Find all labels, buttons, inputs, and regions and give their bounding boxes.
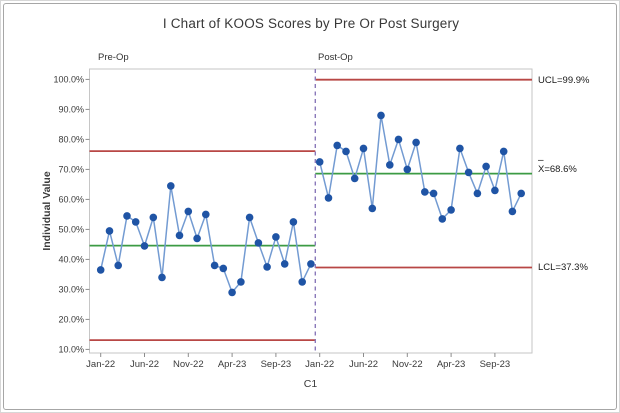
- data-point: [359, 144, 368, 153]
- data-point: [298, 278, 307, 286]
- x-tick-label: Jan-22: [305, 359, 334, 370]
- y-tick-label: 50.0%: [58, 224, 84, 234]
- data-point: [219, 264, 228, 273]
- data-point: [394, 135, 403, 144]
- data-point: [158, 273, 166, 282]
- data-point: [175, 231, 184, 240]
- data-point: [333, 141, 342, 150]
- chart-title: I Chart of KOOS Scores by Pre Or Post Su…: [162, 16, 460, 31]
- series-line: [99, 185, 312, 294]
- data-point: [438, 215, 447, 223]
- data-point: [96, 266, 105, 274]
- xbar-text: X=68.6%: [538, 164, 577, 175]
- data-point: [210, 261, 219, 270]
- data-point: [350, 174, 359, 183]
- data-point: [377, 111, 385, 120]
- data-point: [280, 260, 289, 268]
- data-point: [315, 158, 324, 166]
- data-point: [237, 278, 245, 286]
- x-axis-title: C1: [303, 378, 318, 390]
- data-point: [403, 165, 412, 174]
- stage-label-pre-op: Pre-Op: [98, 52, 129, 63]
- data-point: [491, 186, 499, 195]
- data-point: [114, 261, 122, 270]
- data-point: [447, 206, 455, 214]
- x-tick-label: Apr-23: [218, 359, 247, 370]
- data-point: [245, 213, 254, 222]
- data-point: [464, 168, 473, 177]
- series-line: [318, 114, 522, 220]
- x-tick-label: Jan-22: [86, 359, 115, 370]
- data-point: [342, 147, 350, 156]
- y-tick-label: 20.0%: [58, 314, 84, 324]
- data-point: [184, 207, 193, 216]
- data-point: [412, 138, 420, 147]
- data-point: [289, 218, 298, 226]
- x-tick-label: Sep-23: [261, 359, 292, 370]
- y-tick-label: 70.0%: [58, 164, 84, 174]
- x-tick-label: Jun-22: [349, 359, 378, 370]
- data-point: [123, 212, 131, 220]
- data-point: [473, 189, 482, 198]
- x-tick-label: Sep-23: [480, 359, 511, 370]
- x-tick-label: Nov-22: [392, 359, 423, 370]
- data-point: [105, 227, 114, 235]
- y-tick-label: 90.0%: [58, 104, 84, 114]
- data-point: [307, 260, 315, 268]
- data-point: [131, 218, 140, 226]
- y-tick-label: 60.0%: [58, 194, 84, 204]
- data-point: [508, 207, 517, 216]
- data-point: [254, 239, 263, 247]
- data-point: [368, 204, 377, 213]
- lcl-label: LCL=37.3%: [538, 262, 588, 273]
- data-point: [482, 162, 490, 171]
- x-tick-label: Apr-23: [437, 359, 466, 370]
- data-point: [429, 189, 438, 198]
- data-point: [167, 182, 175, 190]
- data-point: [499, 147, 508, 156]
- data-point: [272, 233, 280, 241]
- data-point: [324, 194, 333, 202]
- y-tick-label: 30.0%: [58, 284, 84, 294]
- y-tick-label: 40.0%: [58, 254, 84, 264]
- data-point: [421, 188, 429, 196]
- data-point: [386, 161, 394, 169]
- stage-label-post-op: Post-Op: [318, 52, 353, 63]
- x-tick-label: Jun-22: [130, 359, 159, 370]
- data-point: [202, 210, 210, 219]
- xbar-overbar: –: [538, 155, 544, 166]
- data-point: [517, 189, 525, 198]
- data-point: [263, 263, 271, 271]
- y-tick-label: 10.0%: [58, 344, 84, 354]
- data-point: [228, 288, 236, 297]
- plot-border: [89, 68, 533, 354]
- center-line-label: – X=68.6%: [538, 155, 577, 176]
- data-point: [456, 144, 464, 153]
- y-tick-label: 80.0%: [58, 134, 84, 144]
- data-point: [140, 242, 149, 250]
- data-point: [193, 234, 201, 243]
- ucl-label: UCL=99.9%: [538, 75, 590, 86]
- x-tick-label: Nov-22: [173, 359, 204, 370]
- y-tick-label: 100.0%: [53, 74, 84, 84]
- data-point: [149, 213, 158, 222]
